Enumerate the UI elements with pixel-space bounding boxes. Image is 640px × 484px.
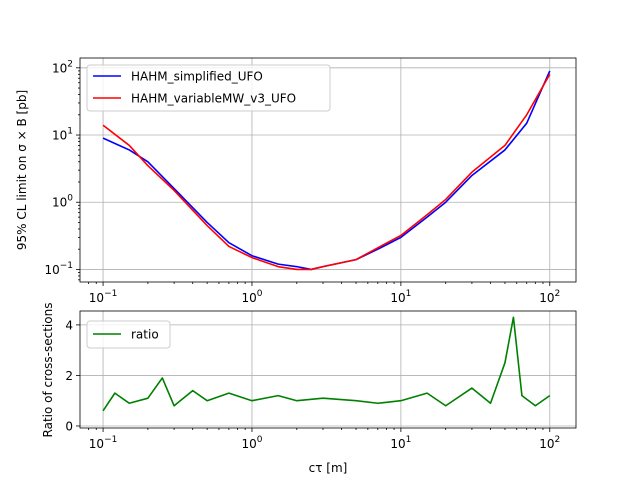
limit-y-ticks: 10−1 100 101 102 xyxy=(44,59,80,281)
ratio-x-tick-label: 102 xyxy=(539,435,560,451)
limit-x-tick-label: 102 xyxy=(539,289,560,305)
ratio-y-tick-label: 4 xyxy=(65,318,73,332)
limit-y-tick-label: 10−1 xyxy=(44,261,73,277)
limit-x-tick-label: 101 xyxy=(390,289,411,305)
ratio-series-line-0 xyxy=(102,316,551,412)
limit-series-line-1 xyxy=(102,73,551,271)
ratio-x-tick-label: 100 xyxy=(241,435,262,451)
ratio-y-tick-label: 0 xyxy=(65,419,73,433)
ratio-y-tick-label: 2 xyxy=(65,369,73,383)
ratio-legend: ratio xyxy=(86,320,171,349)
limit-y-tick-label: 102 xyxy=(52,59,73,75)
limit-y-tick-label: 100 xyxy=(52,194,73,210)
ratio-y-ticks: 0 2 4 xyxy=(65,318,80,433)
limit-x-ticks: 10−1 100 101 102 xyxy=(88,282,560,305)
limit-x-tick-label: 10−1 xyxy=(89,289,118,305)
ratio-plot-frame xyxy=(79,310,577,429)
ratio-x-axis-label: cτ [m] xyxy=(309,461,348,475)
ratio-series xyxy=(102,316,551,412)
limit-x-tick-label: 100 xyxy=(241,289,262,305)
limit-series xyxy=(102,70,551,271)
ratio-legend-box xyxy=(86,320,171,349)
limit-y-tick-label: 101 xyxy=(52,127,73,143)
ratio-y-axis-label: Ratio of cross-sections xyxy=(41,303,55,438)
ratio-x-ticks: 10−1 100 101 102 xyxy=(88,428,560,451)
ratio-x-tick-label: 101 xyxy=(390,435,411,451)
limit-legend-box xyxy=(86,64,331,112)
legend-label-simplified: HAHM_simplified_UFO xyxy=(131,70,263,84)
legend-label-variablemw: HAHM_variableMW_v3_UFO xyxy=(131,92,296,106)
limit-legend: HAHM_simplified_UFO HAHM_variableMW_v3_U… xyxy=(86,64,331,112)
ratio-x-tick-label: 10−1 xyxy=(89,435,118,451)
limit-y-axis-label: 95% CL limit on σ × B [pb] xyxy=(15,90,29,250)
limit-panel: 10−1 100 101 102 10−1 100 101 102 95% CL limit… xyxy=(15,57,577,305)
legend-label-ratio: ratio xyxy=(131,328,159,342)
ratio-panel: 10−1 100 101 102 0 2 4 Ratio of cross-section… xyxy=(41,303,577,475)
